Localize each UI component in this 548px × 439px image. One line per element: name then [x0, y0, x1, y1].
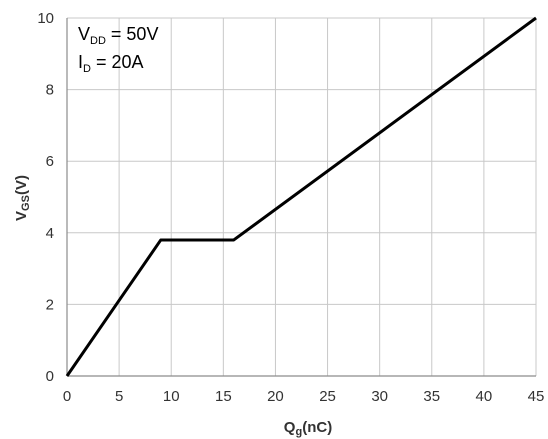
x-tick-label-9: 45	[528, 388, 545, 405]
y-tick-label-4: 8	[46, 82, 54, 99]
grid-lines	[67, 17, 537, 376]
series-layer	[65, 16, 537, 377]
y-tick-label-1: 2	[46, 296, 54, 313]
annotation-vdd: VDD = 50V	[78, 24, 158, 47]
x-tick-label-1: 5	[115, 388, 123, 405]
series-line-0	[65, 16, 537, 377]
x-tick-label-8: 40	[476, 388, 493, 405]
axes	[66, 18, 536, 377]
x-tick-label-4: 20	[267, 388, 284, 405]
y-tick-label-0: 0	[46, 368, 54, 385]
x-tick-label-7: 35	[423, 388, 440, 405]
x-tick-label-5: 25	[319, 388, 336, 405]
annotation-id: ID = 20A	[78, 52, 144, 75]
y-tick-label-3: 6	[46, 153, 54, 170]
y-axis-title: VGS(V)	[13, 175, 32, 221]
x-tick-label-2: 10	[163, 388, 180, 405]
x-axis-title: Qg(nC)	[284, 419, 332, 438]
y-tick-label-5: 10	[37, 10, 54, 27]
x-tick-label-0: 0	[63, 388, 71, 405]
x-tick-label-3: 15	[215, 388, 232, 405]
x-tick-label-6: 30	[371, 388, 388, 405]
tick-labels: 0 5 10 15 20 25 30 35 40 45 0 2 4 6 8 10	[37, 10, 544, 405]
y-tick-label-2: 4	[46, 225, 54, 242]
